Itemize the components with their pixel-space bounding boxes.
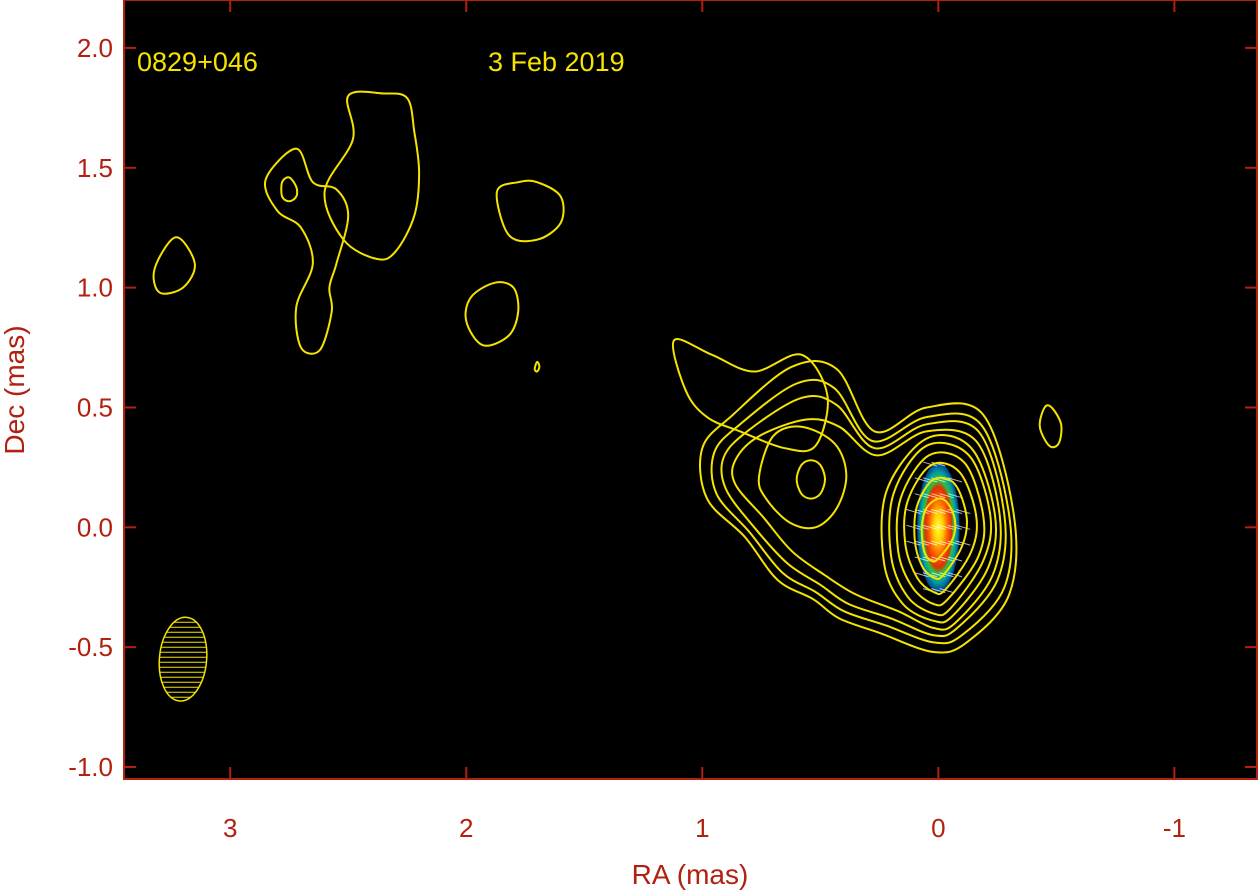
jet-contour	[263, 147, 350, 355]
y-axis-title: Dec (mas)	[0, 325, 30, 454]
plot-background	[124, 0, 1257, 779]
polarization-tick	[914, 556, 929, 562]
x-axis-ticks: 3 2 1 0 -1	[223, 0, 1186, 843]
polarization-tick	[947, 493, 963, 499]
x-tick-label: 2	[459, 813, 473, 843]
polarization-tick	[947, 572, 963, 578]
polarization-tick	[939, 588, 954, 594]
core-contour	[731, 418, 1002, 631]
x-axis-title: RA (mas)	[632, 859, 749, 890]
x-tick-label: 0	[931, 813, 945, 843]
x-tick-label: 1	[695, 813, 709, 843]
polarization-tick	[914, 509, 929, 514]
polarization-tick	[906, 540, 921, 546]
core-contour	[880, 434, 998, 624]
polarization-tick	[947, 509, 963, 514]
jet-contour	[464, 281, 520, 347]
plot-frame	[123, 0, 1258, 780]
polarization-tick	[931, 540, 946, 546]
jet-contour	[672, 338, 829, 453]
polarization-tick	[939, 493, 954, 499]
source-label: 0829+046	[137, 47, 258, 77]
core-contour	[710, 378, 1013, 645]
y-tick-label: 1.0	[77, 273, 113, 303]
x-tick-label: 3	[223, 813, 237, 843]
core-contour	[920, 497, 957, 563]
polarization-tick	[906, 509, 921, 514]
polarization-tick	[922, 524, 938, 530]
date-label: 3 Feb 2019	[488, 47, 625, 77]
polarization-tick	[956, 509, 971, 514]
jet-contour	[795, 459, 827, 500]
jet-contour	[152, 236, 196, 295]
polarization-tick	[922, 477, 938, 483]
polarization-tick	[939, 572, 954, 578]
polarization-tick	[931, 493, 946, 499]
polarization-tick	[939, 509, 954, 514]
core-contour	[720, 394, 1007, 638]
core-contour	[895, 451, 986, 607]
y-tick-label: 2.0	[77, 33, 113, 63]
jet-contour	[1038, 404, 1063, 449]
polarization-tick	[914, 572, 929, 578]
beam-outline	[158, 616, 208, 702]
polarization-tick	[922, 461, 938, 467]
jet-contour	[533, 360, 541, 373]
jet-contour	[495, 179, 565, 243]
core-contour	[699, 360, 1018, 654]
polarization-tick	[931, 509, 946, 514]
y-tick-label: 0.5	[77, 392, 113, 422]
jet-contour	[757, 425, 848, 530]
polarization-ticks	[906, 461, 971, 594]
polarization-tick	[922, 493, 938, 499]
polarization-tick	[922, 540, 938, 546]
polarization-tick	[956, 524, 971, 530]
y-tick-label: 0.0	[77, 512, 113, 542]
polarization-tick	[931, 524, 946, 530]
polarization-tick	[931, 461, 946, 467]
polarization-tick	[914, 477, 929, 483]
core-contour	[903, 461, 978, 596]
y-axis-ticks: 2.0 1.5 1.0 0.5 0.0 -0.5 -1.0	[68, 33, 1257, 782]
jet-contour	[323, 90, 421, 261]
polarization-tick	[947, 477, 963, 483]
polarization-tick	[939, 540, 954, 546]
jet-contour	[280, 176, 299, 203]
y-tick-label: -0.5	[68, 632, 113, 662]
core-contour	[913, 476, 968, 581]
contour-lines	[152, 90, 1063, 654]
y-tick-label: 1.5	[77, 153, 113, 183]
polarization-tick	[939, 556, 954, 562]
x-tick-label: -1	[1163, 813, 1186, 843]
y-tick-label: -1.0	[68, 752, 113, 782]
core-contour	[888, 441, 993, 617]
polarization-tick	[939, 524, 954, 530]
